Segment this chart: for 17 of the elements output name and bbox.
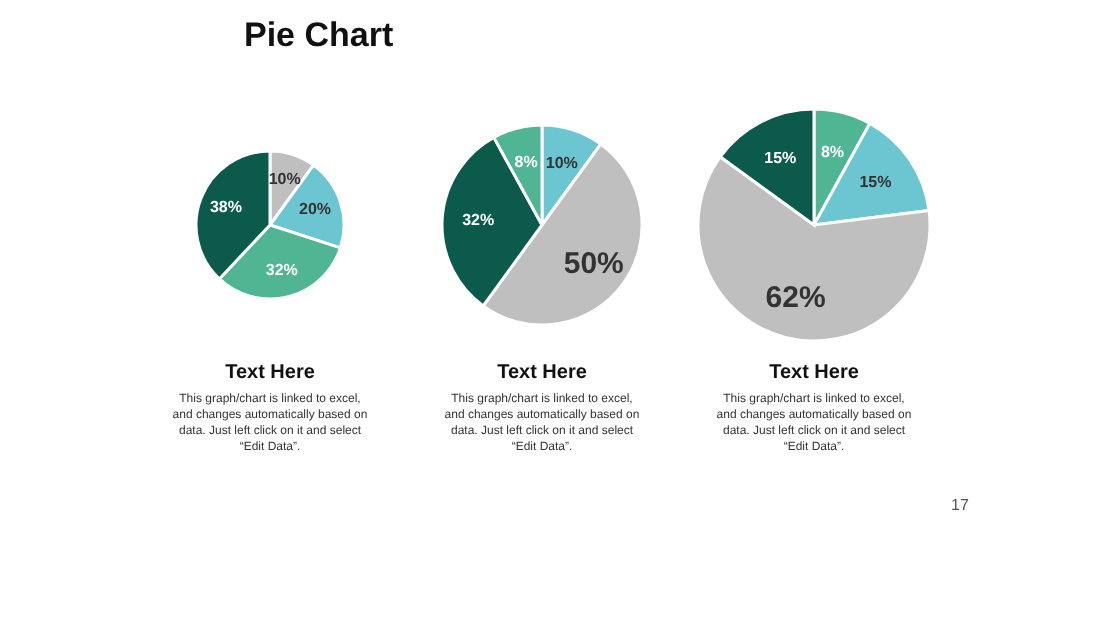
data-label: 62% — [765, 280, 826, 315]
data-label: 50% — [563, 246, 624, 281]
data-label: 10% — [268, 169, 301, 188]
text: Pie Chart — [244, 16, 394, 54]
text: 17 — [951, 496, 970, 514]
text: Text Here — [225, 362, 316, 384]
data-label: 38% — [209, 197, 242, 216]
data-label: 10% — [545, 154, 578, 173]
text: Text Here — [497, 362, 588, 384]
data-label: 32% — [265, 260, 298, 279]
data-label: 20% — [299, 200, 332, 219]
data-label: 15% — [859, 173, 892, 192]
data-label: 8% — [514, 153, 538, 172]
data-label: 32% — [462, 210, 495, 229]
data-label: 8% — [820, 143, 845, 162]
data-label: 15% — [764, 148, 797, 167]
text: Text Here — [769, 362, 860, 384]
